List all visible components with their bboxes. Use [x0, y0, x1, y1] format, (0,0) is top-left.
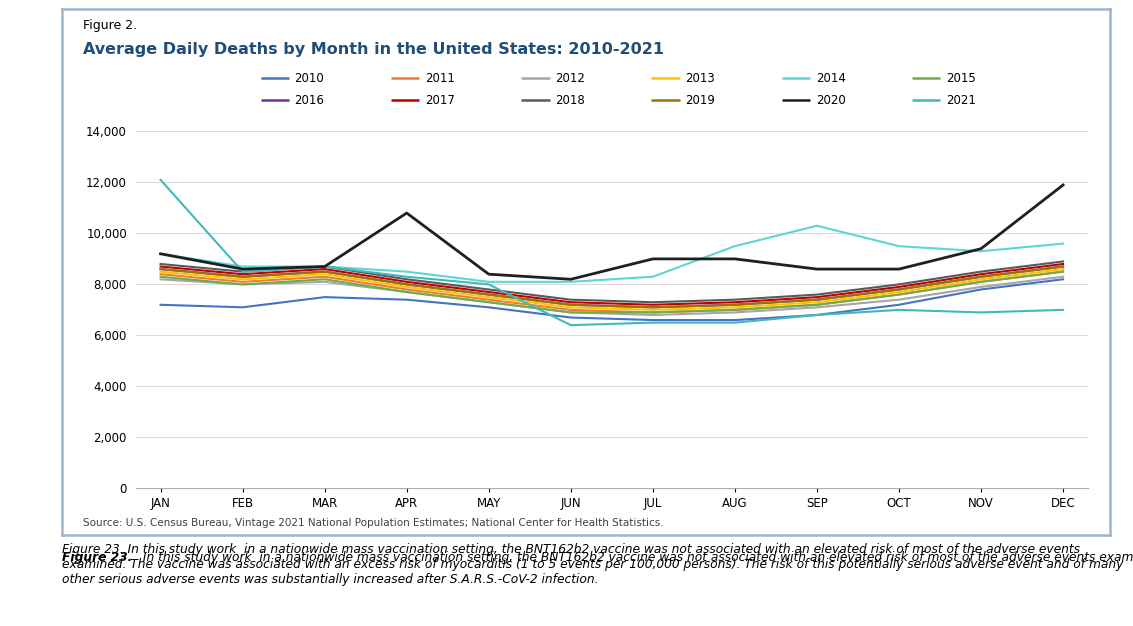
Text: 2010: 2010: [295, 72, 324, 85]
Text: 2020: 2020: [816, 94, 845, 106]
Text: 2017: 2017: [425, 94, 454, 106]
Text: Figure 2.: Figure 2.: [83, 19, 137, 32]
Text: 2014: 2014: [816, 72, 845, 85]
Text: Figure 23.: Figure 23.: [62, 551, 133, 564]
Text: 2018: 2018: [555, 94, 585, 106]
Text: 2016: 2016: [295, 94, 324, 106]
Text: Figure 23. In this study work  in a nationwide mass vaccination setting, the BNT: Figure 23. In this study work in a natio…: [62, 543, 1124, 586]
Text: 2019: 2019: [685, 94, 715, 106]
Text: 2021: 2021: [946, 94, 976, 106]
Text: 2013: 2013: [685, 72, 715, 85]
Text: 2011: 2011: [425, 72, 454, 85]
Text: Average Daily Deaths by Month in the United States: 2010-2021: Average Daily Deaths by Month in the Uni…: [83, 42, 664, 57]
Text: Source: U.S. Census Bureau, Vintage 2021 National Population Estimates; National: Source: U.S. Census Bureau, Vintage 2021…: [83, 518, 663, 528]
Text: 2015: 2015: [946, 72, 976, 85]
Text: In this study work  in a nationwide mass vaccination setting, the BNT162b2 vacci: In this study work in a nationwide mass …: [139, 551, 1133, 564]
Text: 2012: 2012: [555, 72, 585, 85]
